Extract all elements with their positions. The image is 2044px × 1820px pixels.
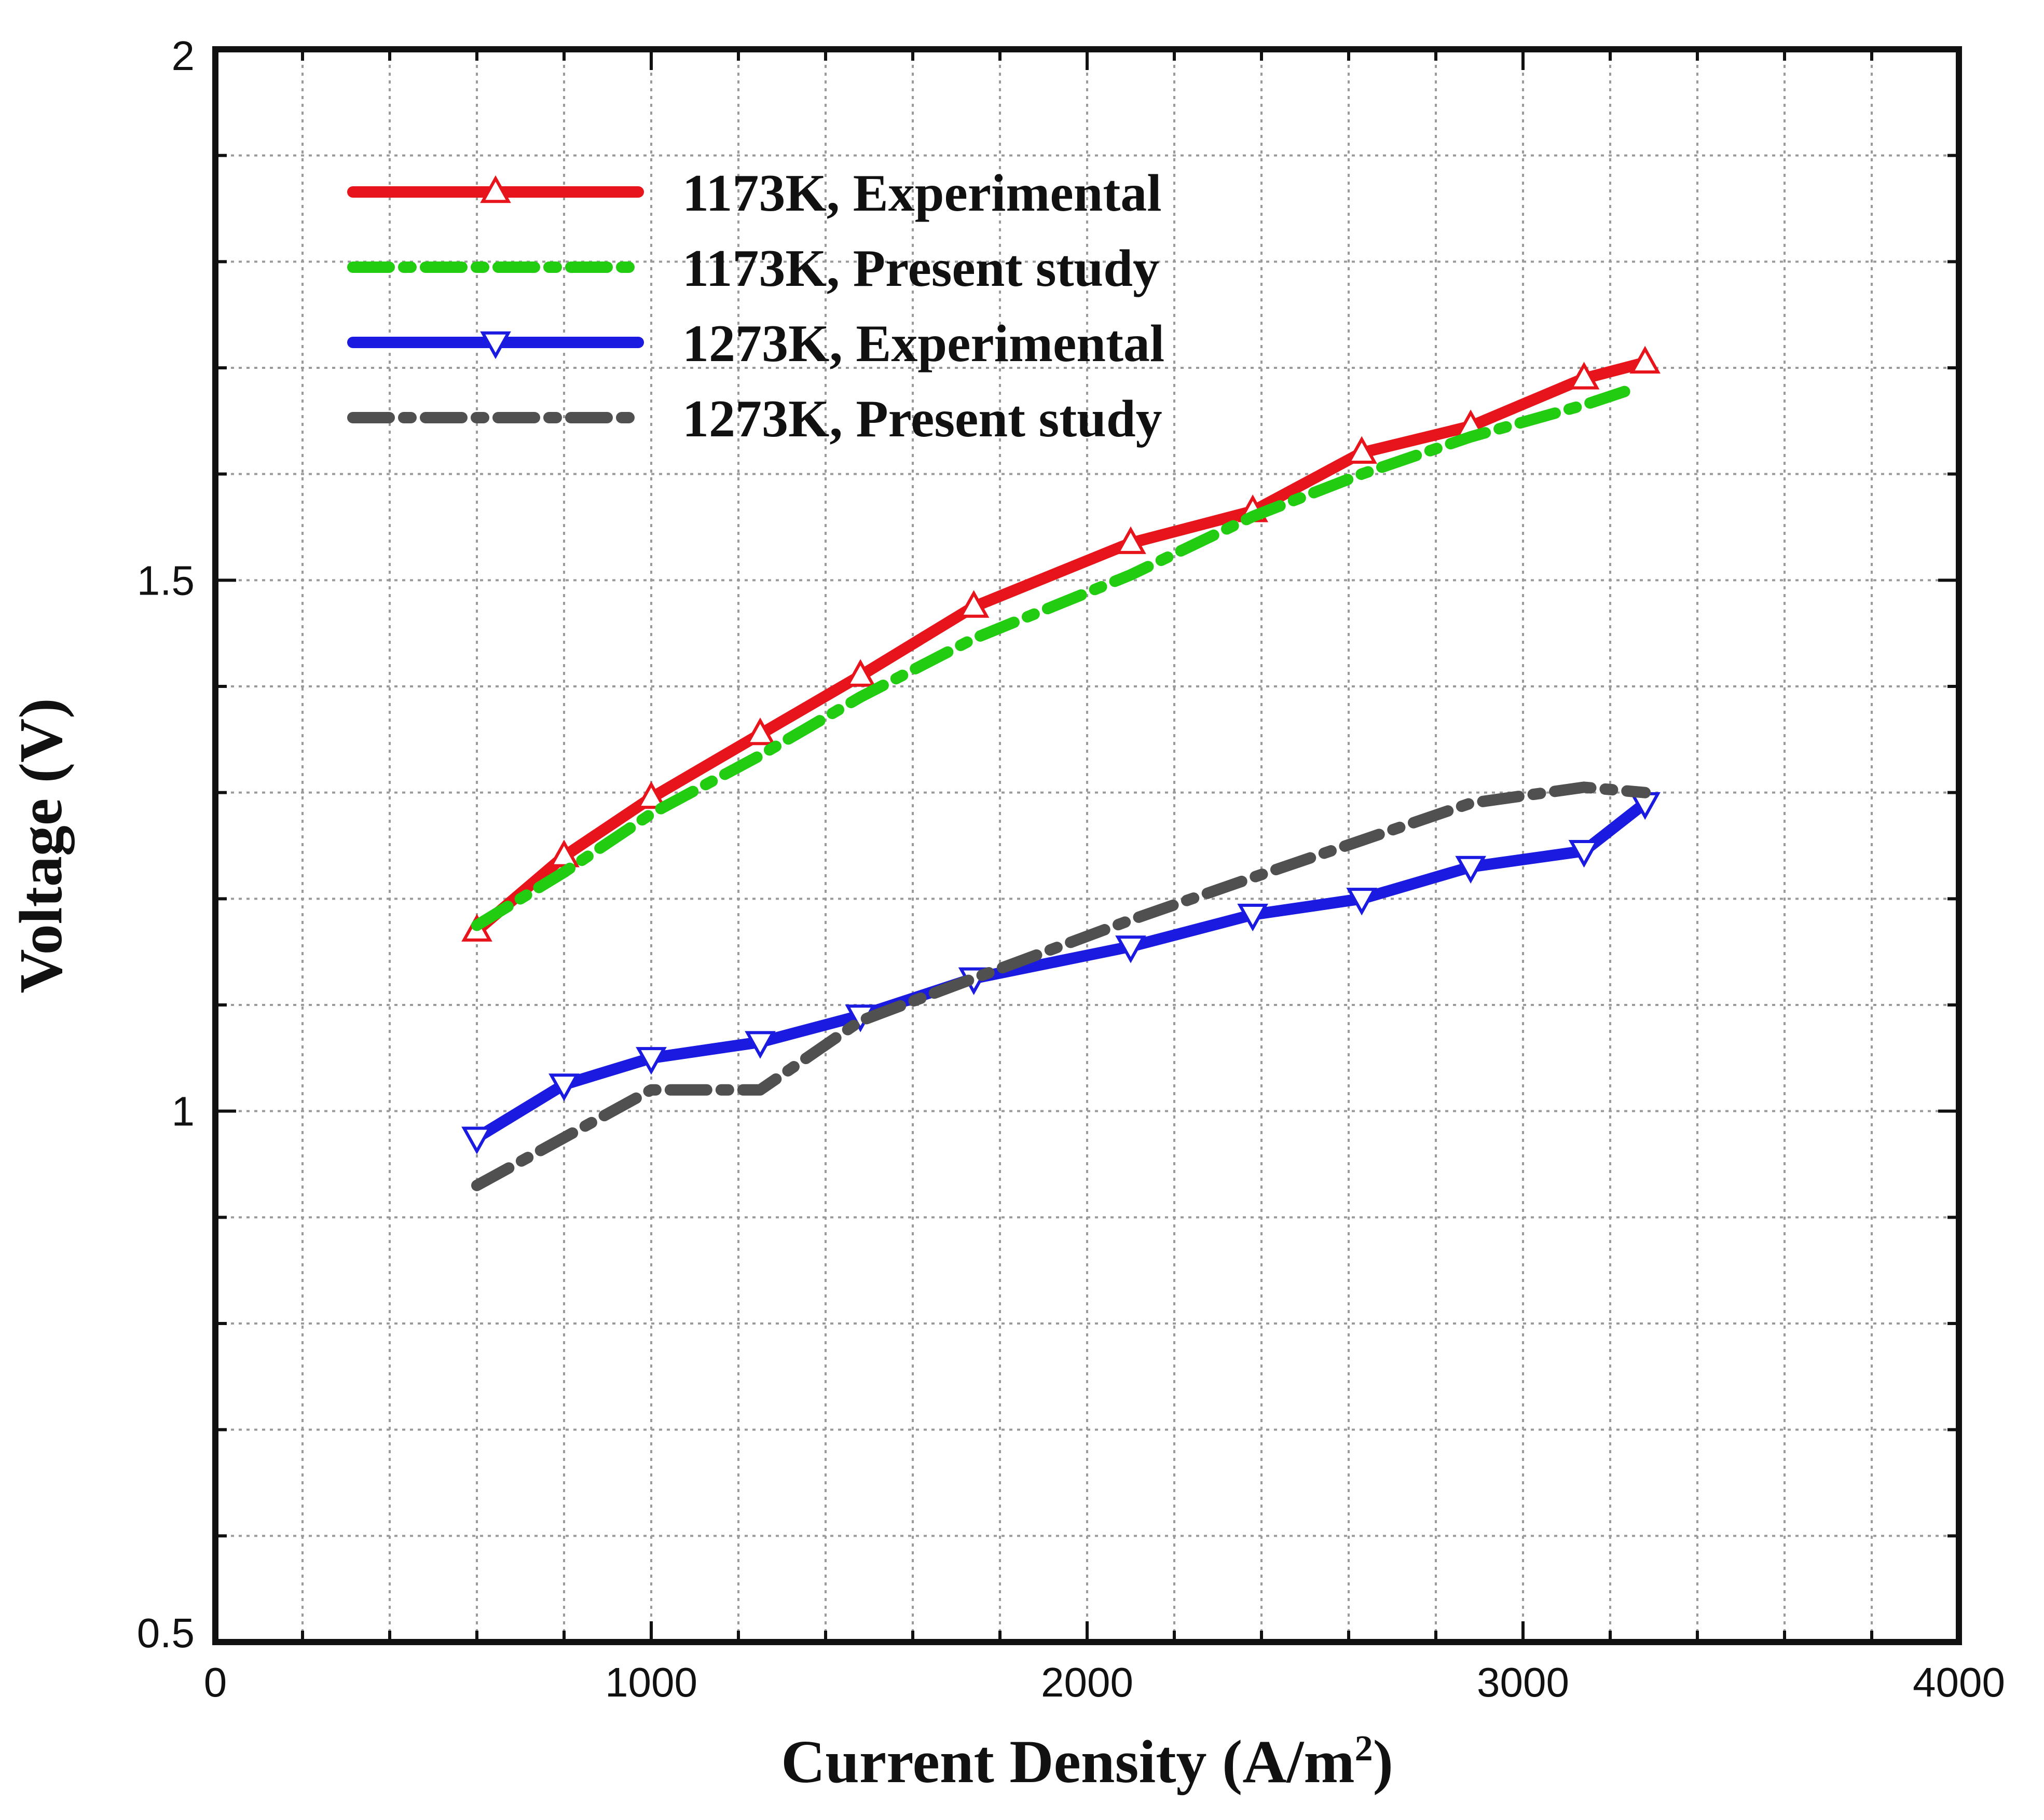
data-point-marker: [1346, 436, 1378, 464]
data-point-marker: [958, 590, 990, 618]
legend: 1173K, Experimental 1173K, Present study 1…: [347, 164, 1164, 448]
series-line: [471, 781, 1651, 1191]
data-point-marker: [745, 717, 776, 746]
series-line: [471, 797, 1651, 1143]
data-point-marker: [1568, 840, 1600, 868]
data-point-marker: [1455, 856, 1487, 884]
grid: [215, 49, 1959, 1642]
data-point-marker: [636, 781, 667, 809]
series-line: [471, 383, 1638, 931]
x-axis-title: Current Density (A/m2): [781, 1728, 1393, 1796]
data-point-marker: [745, 1031, 776, 1059]
series-layer: [461, 346, 1661, 1191]
x-tick-label: 4000: [1913, 1659, 2005, 1705]
series-1: [471, 383, 1638, 931]
legend-label: 1273K, Present study: [682, 390, 1162, 448]
x-axis-title-end: ): [1373, 1728, 1393, 1796]
y-axis-title: Voltage (V): [7, 698, 75, 993]
x-tick-label: 0: [204, 1659, 227, 1705]
legend-label: 1173K, Present study: [682, 239, 1159, 298]
legend-label: 1173K, Experimental: [682, 164, 1162, 223]
x-tick-label: 1000: [605, 1659, 697, 1705]
legend-label: 1273K, Experimental: [682, 314, 1164, 373]
data-point-marker: [1115, 526, 1146, 554]
x-axis-title-main: Current Density (A/m: [781, 1728, 1355, 1796]
data-point-marker: [1237, 903, 1269, 932]
x-tick-label: 3000: [1477, 1659, 1569, 1705]
data-point-marker: [1115, 935, 1146, 963]
x-tick-label: 2000: [1041, 1659, 1133, 1705]
data-point-marker: [1568, 362, 1600, 390]
data-point-marker: [548, 1073, 580, 1101]
ticks: [214, 48, 1960, 1644]
x-axis-title-superscript: 2: [1355, 1729, 1373, 1769]
data-point-marker: [845, 659, 876, 687]
y-tick-label: 0.5: [137, 1610, 195, 1656]
series-2: [461, 792, 1661, 1154]
data-point-marker: [636, 1047, 667, 1075]
series-3: [471, 781, 1651, 1191]
y-tick-label: 2: [172, 33, 195, 79]
data-point-marker: [1629, 346, 1661, 374]
tick-labels: 0 1000 2000 3000 4000 0.5 1 1.5 2: [137, 33, 2005, 1705]
y-tick-label: 1: [172, 1088, 195, 1135]
legend-swatch-marker: [480, 331, 511, 360]
legend-swatch-marker: [480, 175, 511, 203]
data-point-marker: [1346, 888, 1378, 916]
data-point-marker: [461, 1126, 492, 1154]
y-tick-label: 1.5: [137, 557, 195, 603]
